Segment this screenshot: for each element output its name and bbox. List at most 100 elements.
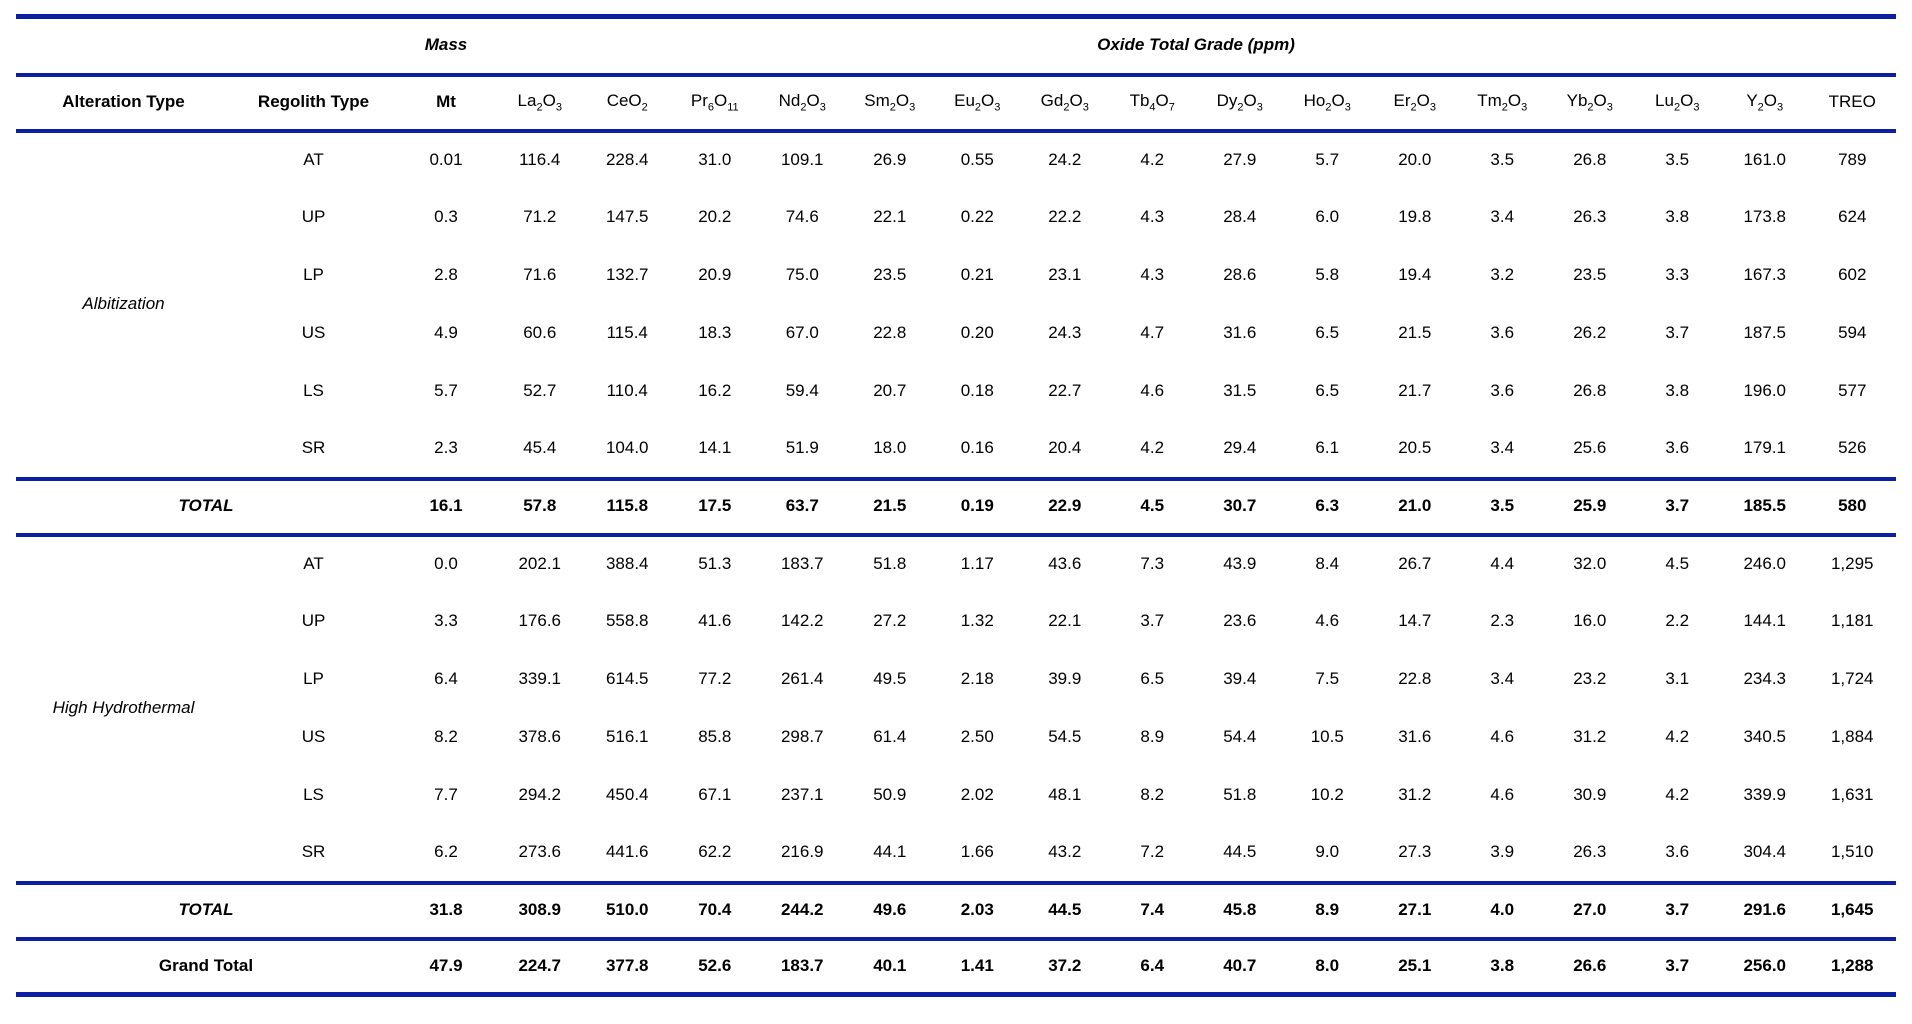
value-cell-tb4o7: 4.3: [1140, 207, 1165, 227]
value-cell-er2o3: 20.0: [1398, 150, 1432, 170]
grand-total-value-cell-tm2o3: 3.8: [1490, 955, 1515, 975]
value-cell-eu2o3: 2.50: [960, 727, 994, 747]
value-cell-tm2o3: 2.3: [1490, 611, 1515, 631]
column-header-gd2o3: Gd2O3: [1040, 90, 1089, 114]
value-cell-pr6o11: 62.2: [698, 842, 732, 862]
regolith-type-cell: LP: [303, 265, 324, 285]
regolith-type-cell: US: [301, 727, 326, 747]
value-cell-gd2o3: 24.3: [1048, 323, 1082, 343]
value-cell-gd2o3: 54.5: [1048, 727, 1082, 747]
value-cell-ho2o3: 9.0: [1315, 842, 1340, 862]
total-value-cell-lu2o3: 3.7: [1665, 900, 1690, 920]
column-header-dy2o3: Dy2O3: [1216, 90, 1263, 114]
value-cell-gd2o3: 43.2: [1048, 842, 1082, 862]
grand-total-value-cell-eu2o3: 1.41: [960, 955, 994, 975]
value-cell-tm2o3: 3.4: [1490, 669, 1515, 689]
grand-total-value-cell-ceo2: 377.8: [605, 955, 649, 975]
value-cell-eu2o3: 1.66: [960, 842, 994, 862]
value-cell-dy2o3: 31.5: [1223, 381, 1257, 401]
value-cell-treo: 624: [1838, 207, 1867, 227]
column-header-y2o3: Y2O3: [1746, 90, 1784, 114]
value-cell-sm2o3: 23.5: [873, 265, 907, 285]
value-cell-gd2o3: 24.2: [1048, 150, 1082, 170]
value-cell-tb4o7: 7.3: [1140, 554, 1165, 574]
regolith-type-cell: AT: [303, 150, 324, 170]
value-cell-eu2o3: 0.55: [960, 150, 994, 170]
value-cell-nd2o3: 216.9: [780, 842, 824, 862]
column-header-treo: TREO: [1828, 92, 1876, 112]
regolith-type-cell: AT: [303, 554, 324, 574]
value-cell-ho2o3: 6.1: [1315, 438, 1340, 458]
value-cell-mt: 4.9: [434, 323, 458, 343]
grand-total-label: Grand Total: [158, 955, 254, 975]
value-cell-yb2o3: 26.8: [1573, 150, 1607, 170]
value-cell-mt: 5.7: [434, 381, 458, 401]
value-cell-nd2o3: 183.7: [780, 554, 824, 574]
value-cell-mt: 6.2: [434, 842, 458, 862]
value-cell-la2o3: 52.7: [523, 381, 557, 401]
oxide-total-grade-table: Mass Oxide Total Grade (ppm) Alteration …: [16, 14, 1896, 997]
value-cell-eu2o3: 0.21: [960, 265, 994, 285]
total-value-cell-gd2o3: 22.9: [1048, 496, 1082, 516]
total-value-cell-dy2o3: 30.7: [1223, 496, 1257, 516]
column-header-lu2o3: Lu2O3: [1655, 90, 1700, 114]
total-value-cell-dy2o3: 45.8: [1223, 900, 1257, 920]
value-cell-ceo2: 614.5: [605, 669, 649, 689]
value-cell-eu2o3: 1.17: [960, 554, 994, 574]
value-cell-eu2o3: 0.18: [960, 381, 994, 401]
value-cell-mt: 0.01: [429, 150, 463, 170]
value-cell-nd2o3: 74.6: [785, 207, 819, 227]
value-cell-gd2o3: 23.1: [1048, 265, 1082, 285]
value-cell-dy2o3: 51.8: [1223, 785, 1257, 805]
value-cell-pr6o11: 77.2: [698, 669, 732, 689]
value-cell-gd2o3: 43.6: [1048, 554, 1082, 574]
value-cell-nd2o3: 237.1: [780, 785, 824, 805]
value-cell-tm2o3: 4.6: [1490, 727, 1515, 747]
value-cell-er2o3: 19.4: [1398, 265, 1432, 285]
grand-total-value-cell-gd2o3: 37.2: [1048, 955, 1082, 975]
value-cell-ceo2: 450.4: [605, 785, 649, 805]
value-cell-nd2o3: 261.4: [780, 669, 824, 689]
grand-total-value-cell-tb4o7: 6.4: [1140, 955, 1165, 975]
total-label: TOTAL: [178, 496, 234, 516]
value-cell-sm2o3: 20.7: [873, 381, 907, 401]
total-value-cell-er2o3: 27.1: [1398, 900, 1432, 920]
regolith-type-cell: LS: [303, 785, 324, 805]
value-cell-mt: 8.2: [434, 727, 458, 747]
value-cell-sm2o3: 49.5: [873, 669, 907, 689]
grand-total-value-cell-mt: 47.9: [429, 955, 463, 975]
value-cell-yb2o3: 31.2: [1573, 727, 1607, 747]
value-cell-ceo2: 441.6: [605, 842, 649, 862]
value-cell-dy2o3: 43.9: [1223, 554, 1257, 574]
value-cell-pr6o11: 20.9: [698, 265, 732, 285]
value-cell-mt: 2.8: [434, 265, 458, 285]
data-row-albitization-us: US 4.9 60.6 115.4 18.3 67.0 22.8 0.20 24.3 4.7 31.…: [16, 305, 1896, 363]
value-cell-dy2o3: 39.4: [1223, 669, 1257, 689]
value-cell-dy2o3: 27.9: [1223, 150, 1257, 170]
value-cell-ho2o3: 10.2: [1310, 785, 1344, 805]
grand-total-value-cell-dy2o3: 40.7: [1223, 955, 1257, 975]
value-cell-treo: 1,884: [1830, 727, 1874, 747]
value-cell-dy2o3: 31.6: [1223, 323, 1257, 343]
grand-total-value-cell-lu2o3: 3.7: [1665, 955, 1690, 975]
value-cell-pr6o11: 18.3: [698, 323, 732, 343]
total-value-cell-y2o3: 185.5: [1743, 496, 1787, 516]
total-value-cell-gd2o3: 44.5: [1048, 900, 1082, 920]
data-row-high-hydrothermal-lp: LP 6.4 339.1 614.5 77.2 261.4 49.5 2.18 39.9 6.5 3…: [16, 651, 1896, 709]
value-cell-yb2o3: 25.6: [1573, 438, 1607, 458]
value-cell-ceo2: 132.7: [605, 265, 649, 285]
value-cell-sm2o3: 18.0: [873, 438, 907, 458]
value-cell-sm2o3: 27.2: [873, 611, 907, 631]
value-cell-pr6o11: 20.2: [698, 207, 732, 227]
alteration-type-label: Albitization: [16, 130, 231, 481]
value-cell-tb4o7: 8.2: [1140, 785, 1165, 805]
value-cell-la2o3: 176.6: [518, 611, 562, 631]
grand-total-value-cell-nd2o3: 183.7: [780, 955, 824, 975]
total-value-cell-pr6o11: 70.4: [698, 900, 732, 920]
value-cell-y2o3: 173.8: [1743, 207, 1787, 227]
total-value-cell-treo: 1,645: [1830, 900, 1874, 920]
column-header-mt: Mt: [436, 92, 456, 112]
value-cell-dy2o3: 28.6: [1223, 265, 1257, 285]
value-cell-treo: 1,510: [1830, 842, 1874, 862]
column-header-ceo2: CeO2: [606, 90, 648, 114]
